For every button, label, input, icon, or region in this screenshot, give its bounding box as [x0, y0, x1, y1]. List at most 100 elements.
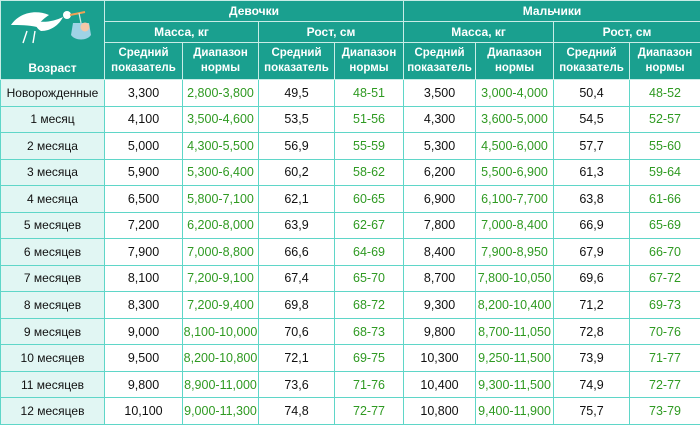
girls-mass-range-cell: 8,100-10,000 [182, 317, 259, 346]
boys-height-range-cell: 55-60 [629, 132, 700, 160]
girls-height-range-cell: 51-56 [333, 105, 405, 134]
boys-header: Мальчики [403, 0, 700, 22]
boys-height-average-cell: 63,8 [553, 185, 631, 213]
boys-mass-average-cell: 10,800 [403, 397, 477, 425]
girls-mass-range-header: Диапазон нормы [182, 42, 259, 80]
boys-mass-average-cell: 9,800 [403, 317, 477, 346]
boys-height-range-cell: 48-52 [629, 79, 700, 107]
table-row: 3 месяца 5,900 5,300-6,400 60,2 58-62 6,200 5,… [0, 158, 700, 187]
girls-mass-range-cell: 4,300-5,500 [182, 132, 259, 160]
boys-height-average-cell: 72,8 [553, 317, 631, 346]
table-row: 11 месяцев 9,800 8,900-11,000 73,6 71-76 10,4… [0, 370, 700, 399]
age-cell-cell: 5 месяцев [0, 211, 105, 240]
girls-height-range-cell: 71-76 [333, 370, 405, 399]
boys-mass-range-cell: 5,500-6,900 [475, 158, 555, 187]
girls-height-average-cell: 70,6 [258, 317, 335, 346]
girls-height-range-cell: 48-51 [333, 79, 405, 107]
table-row: 7 месяцев 8,100 7,200-9,100 67,4 65-70 8,700 7… [0, 264, 700, 293]
boys-mass-range-cell: 9,300-11,500 [475, 370, 555, 399]
age-cell-cell: 12 месяцев [0, 397, 105, 425]
table-row: 8 месяцев 8,300 7,200-9,400 69,8 68-72 9,300 8… [0, 291, 700, 319]
girls-mass-average-cell: 5,000 [104, 132, 183, 160]
boys-mass-average-cell: 8,700 [403, 264, 477, 293]
age-cell-cell: 6 месяцев [0, 238, 105, 266]
age-cell-cell: 8 месяцев [0, 291, 105, 319]
girls-height-range-cell: 65-70 [333, 264, 405, 293]
boys-mass-average-cell: 5,300 [403, 132, 477, 160]
girls-mass-average-cell: 9,800 [104, 370, 183, 399]
boys-mass-range-cell: 8,700-11,050 [475, 317, 555, 346]
boys-height-range-cell: 71-77 [629, 344, 700, 372]
boys-mass-average-cell: 4,300 [403, 105, 477, 134]
boys-height-average-cell: 67,9 [553, 238, 631, 266]
boys-height-range-cell: 52-57 [629, 105, 700, 134]
girls-mass-average-header: Средний показатель [104, 42, 183, 80]
girls-height-range-cell: 55-59 [333, 132, 405, 160]
girls-mass-average-cell: 9,500 [104, 344, 183, 372]
age-cell-cell: 10 месяцев [0, 344, 105, 372]
girls-height-average-cell: 53,5 [258, 105, 335, 134]
table-row: 6 месяцев 7,900 7,000-8,800 66,6 64-69 8,400 7… [0, 238, 700, 266]
girls-height-average-cell: 56,9 [258, 132, 335, 160]
boys-height-average-cell: 61,3 [553, 158, 631, 187]
boys-mass-average-cell: 9,300 [403, 291, 477, 319]
girls-mass-average-cell: 8,300 [104, 291, 183, 319]
age-cell-cell: 9 месяцев [0, 317, 105, 346]
girls-mass-range-cell: 2,800-3,800 [182, 79, 259, 107]
boys-height-range-cell: 72-77 [629, 370, 700, 399]
girls-mass-average-cell: 9,000 [104, 317, 183, 346]
girls-height-range-cell: 72-77 [333, 397, 405, 425]
boys-mass-range-cell: 3,600-5,000 [475, 105, 555, 134]
girls-mass-range-cell: 7,200-9,100 [182, 264, 259, 293]
girls-height-average-header: Средний показатель [258, 42, 335, 80]
girls-height-range-cell: 68-72 [333, 291, 405, 319]
girls-mass-average-cell: 6,500 [104, 185, 183, 213]
stork-carrying-baby-icon [11, 11, 91, 44]
girls-height-average-cell: 69,8 [258, 291, 335, 319]
girls-height-range-header: Диапазон нормы [333, 42, 405, 80]
girls-mass-range-cell: 7,000-8,800 [182, 238, 259, 266]
girls-mass-average-cell: 8,100 [104, 264, 183, 293]
girls-height-average-cell: 62,1 [258, 185, 335, 213]
table-row: 4 месяца 6,500 5,800-7,100 62,1 60-65 6,900 6,… [0, 185, 700, 213]
age-header-label: Возраст [28, 61, 77, 75]
girls-mass-average-cell: 4,100 [104, 105, 183, 134]
boys-height-range-cell: 69-73 [629, 291, 700, 319]
age-cell-cell: Новорожденные [0, 79, 105, 107]
boys-height-range-cell: 66-70 [629, 238, 700, 266]
girls-mass-range-cell: 8,200-10,800 [182, 344, 259, 372]
boys-mass-average-header: Средний показатель [403, 42, 477, 80]
boys-mass-range-cell: 9,250-11,500 [475, 344, 555, 372]
girls-mass-range-cell: 3,500-4,600 [182, 105, 259, 134]
boys-height-average-cell: 71,2 [553, 291, 631, 319]
girls-height-average-cell: 67,4 [258, 264, 335, 293]
girls-mass-range-cell: 5,800-7,100 [182, 185, 259, 213]
boys-mass-range-cell: 7,900-8,950 [475, 238, 555, 266]
boys-height-range-cell: 67-72 [629, 264, 700, 293]
girls-height-average-cell: 74,8 [258, 397, 335, 425]
boys-height-average-cell: 73,9 [553, 344, 631, 372]
boys-mass-range-cell: 3,000-4,000 [475, 79, 555, 107]
girls-mass-range-cell: 7,200-9,400 [182, 291, 259, 319]
age-cell-cell: 3 месяца [0, 158, 105, 187]
table-row: 5 месяцев 7,200 6,200-8,000 63,9 62-67 7,800 7… [0, 211, 700, 240]
boys-height-average-cell: 54,5 [553, 105, 631, 134]
age-cell-cell: 7 месяцев [0, 264, 105, 293]
boys-height-range-cell: 70-76 [629, 317, 700, 346]
boys-mass-range-header: Диапазон нормы [475, 42, 555, 80]
boys-height-range-header: Диапазон нормы [629, 42, 700, 80]
boys-height-average-header: Средний показатель [553, 42, 631, 80]
age-header: Возраст [0, 0, 105, 80]
boys-mass-range-cell: 7,800-10,050 [475, 264, 555, 293]
girls-height-range-cell: 58-62 [333, 158, 405, 187]
boys-mass-header: Масса, кг [403, 21, 555, 43]
girls-mass-range-cell: 9,000-11,300 [182, 397, 259, 425]
table-row: Новорожденные 3,300 2,800-3,800 49,5 48-51 3,… [0, 79, 700, 107]
boys-mass-range-cell: 9,400-11,900 [475, 397, 555, 425]
boys-height-average-cell: 75,7 [553, 397, 631, 425]
age-cell-cell: 1 месяц [0, 105, 105, 134]
girls-mass-range-cell: 5,300-6,400 [182, 158, 259, 187]
girls-mass-average-cell: 5,900 [104, 158, 183, 187]
girls-height-range-cell: 68-73 [333, 317, 405, 346]
age-cell-cell: 11 месяцев [0, 370, 105, 399]
